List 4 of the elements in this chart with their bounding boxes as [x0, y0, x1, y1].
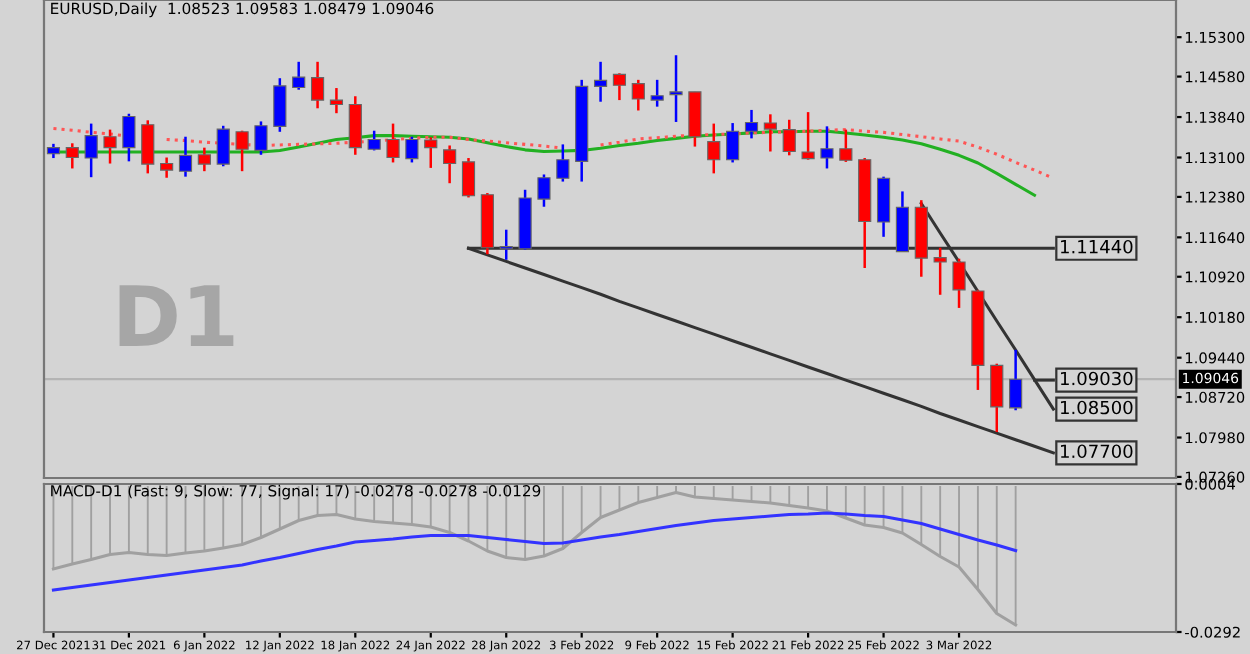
series-label: 1.09030: [1061, 371, 1133, 386]
legend-label: 1.08500: [1061, 400, 1133, 415]
series-label: 1.11440: [1061, 239, 1133, 254]
series-label: 1.07700: [1061, 444, 1133, 459]
